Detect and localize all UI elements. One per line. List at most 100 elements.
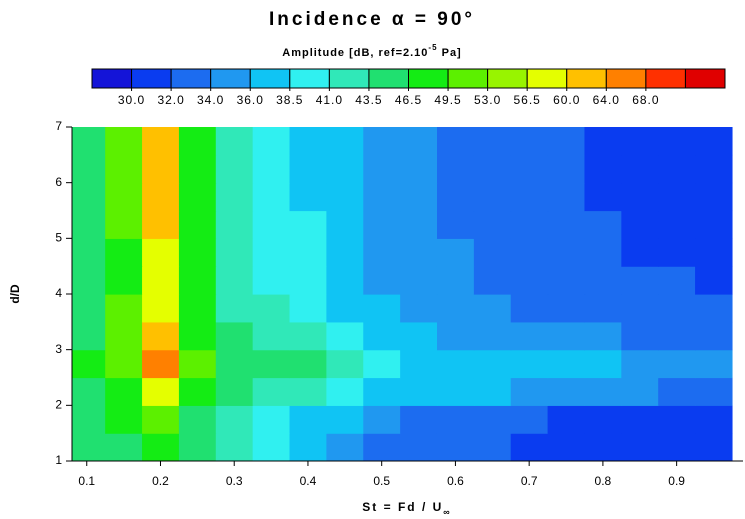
heat-cell xyxy=(72,154,106,184)
heat-cell xyxy=(436,266,475,295)
heat-cell xyxy=(584,405,622,434)
heat-cell xyxy=(326,294,364,323)
heat-cell xyxy=(400,127,438,156)
heat-cell xyxy=(72,210,106,239)
colorbar-tick-label: 36.0 xyxy=(237,93,264,107)
heat-cell xyxy=(584,127,622,156)
x-tick-label: 0.1 xyxy=(78,474,95,488)
heat-cell xyxy=(621,433,659,461)
heat-cell xyxy=(178,294,217,323)
heat-cell xyxy=(289,266,327,295)
heat-cell xyxy=(473,210,512,239)
heat-cell xyxy=(326,405,364,434)
y-tick-label: 1 xyxy=(55,453,62,467)
heat-cell xyxy=(252,321,291,351)
heat-cell xyxy=(105,266,143,295)
x-tick-label: 0.9 xyxy=(668,474,685,488)
heat-cell xyxy=(105,238,143,267)
x-axis-label-sub: ∞ xyxy=(443,507,451,517)
heat-cell xyxy=(547,238,586,267)
heat-cell xyxy=(289,154,327,184)
colorbar-tick-label: 32.0 xyxy=(157,93,184,107)
colorbar-tick-label: 60.0 xyxy=(553,93,580,107)
heat-cell xyxy=(658,433,696,461)
heat-cell xyxy=(584,377,622,406)
colorbar-label-end: Pa] xyxy=(438,47,462,59)
heat-cell xyxy=(72,182,106,212)
heat-cell xyxy=(326,377,364,406)
heat-cell xyxy=(105,210,143,239)
heat-cell xyxy=(436,405,475,434)
x-axis-label-main: St = Fd / U xyxy=(362,500,443,514)
colorbar-box xyxy=(645,68,686,89)
y-tick-label: 3 xyxy=(55,342,62,356)
heat-cell xyxy=(215,405,254,434)
heat-cell xyxy=(72,266,106,295)
heat-cell xyxy=(252,294,291,323)
heat-cell xyxy=(547,377,586,406)
heat-cell xyxy=(658,127,696,156)
heat-cell xyxy=(473,154,512,184)
heat-cell xyxy=(363,154,401,184)
heat-cell xyxy=(547,433,586,461)
heat-cell xyxy=(547,294,586,323)
heat-cell xyxy=(473,405,512,434)
heat-cell xyxy=(105,349,143,379)
x-tick-label: 0.4 xyxy=(300,474,317,488)
heat-cell xyxy=(363,127,401,156)
heat-cell xyxy=(547,349,586,379)
heat-cell xyxy=(289,321,327,351)
heat-cell xyxy=(215,127,254,156)
heat-cell xyxy=(400,266,438,295)
heat-cell xyxy=(473,238,512,267)
heat-cell xyxy=(473,182,512,212)
heat-cell xyxy=(363,238,401,267)
heat-cell xyxy=(621,405,659,434)
x-tick-label: 0.6 xyxy=(447,474,464,488)
heat-cell xyxy=(473,433,512,461)
heat-cell xyxy=(105,321,143,351)
heat-cell xyxy=(142,182,180,212)
heat-cell xyxy=(510,266,549,295)
colorbar-tick-label: 56.5 xyxy=(514,93,541,107)
heat-cell xyxy=(326,182,364,212)
heat-cell xyxy=(473,127,512,156)
heat-cell xyxy=(142,154,180,184)
heat-cell xyxy=(178,154,217,184)
heat-cell xyxy=(289,377,327,406)
heat-cell xyxy=(510,210,549,239)
heat-cell xyxy=(436,238,475,267)
heat-cell xyxy=(473,349,512,379)
heat-cell xyxy=(289,433,327,461)
heat-cell xyxy=(142,294,180,323)
heat-cell xyxy=(584,433,622,461)
heat-cell xyxy=(105,182,143,212)
heat-cell xyxy=(105,433,143,461)
y-axis-label: d/D xyxy=(8,284,22,304)
heat-cell xyxy=(621,238,659,267)
heat-cell xyxy=(695,377,733,406)
colorbar-tick-label: 53.0 xyxy=(474,93,501,107)
heat-cell xyxy=(695,210,733,239)
heat-cell xyxy=(584,349,622,379)
heat-cell xyxy=(252,182,291,212)
heat-cell xyxy=(473,294,512,323)
heat-cell xyxy=(326,433,364,461)
heat-cell xyxy=(289,127,327,156)
x-tick-label: 0.3 xyxy=(226,474,243,488)
chart-title: Incidence α = 90° xyxy=(269,9,475,30)
heat-cell xyxy=(105,405,143,434)
heat-cell xyxy=(72,349,106,379)
x-tick-label: 0.5 xyxy=(373,474,390,488)
y-tick-label: 7 xyxy=(55,119,62,133)
colorbar-label-main: Amplitude [dB, ref=2.10 xyxy=(282,47,428,59)
colorbar-label-sup: -5 xyxy=(428,43,437,52)
heat-cell xyxy=(363,210,401,239)
heat-cell xyxy=(142,266,180,295)
colorbar-tick-label: 38.5 xyxy=(276,93,303,107)
heat-cell xyxy=(510,154,549,184)
heat-cell xyxy=(510,294,549,323)
heat-cell xyxy=(658,266,696,295)
colorbar-tick-label: 41.0 xyxy=(316,93,343,107)
